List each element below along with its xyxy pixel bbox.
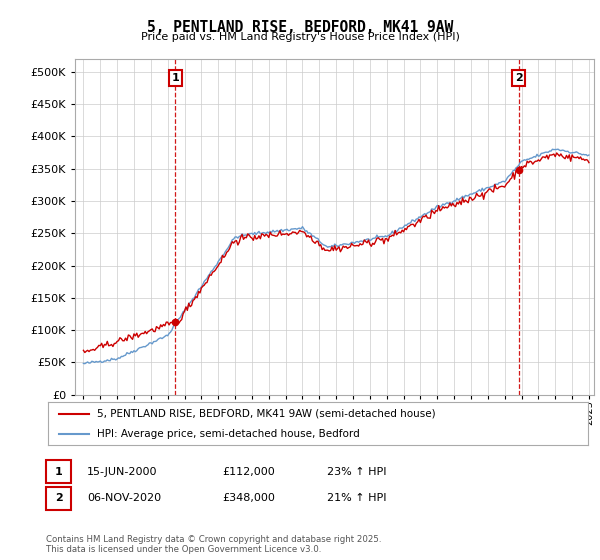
Text: 1: 1	[55, 466, 62, 477]
Text: £348,000: £348,000	[222, 493, 275, 503]
Text: 5, PENTLAND RISE, BEDFORD, MK41 9AW (semi-detached house): 5, PENTLAND RISE, BEDFORD, MK41 9AW (sem…	[97, 409, 435, 419]
Text: HPI: Average price, semi-detached house, Bedford: HPI: Average price, semi-detached house,…	[97, 430, 359, 439]
Text: 06-NOV-2020: 06-NOV-2020	[87, 493, 161, 503]
Text: Contains HM Land Registry data © Crown copyright and database right 2025.
This d: Contains HM Land Registry data © Crown c…	[46, 535, 382, 554]
Text: 2: 2	[515, 73, 523, 83]
Text: £112,000: £112,000	[222, 466, 275, 477]
Text: 5, PENTLAND RISE, BEDFORD, MK41 9AW: 5, PENTLAND RISE, BEDFORD, MK41 9AW	[147, 20, 453, 35]
Text: Price paid vs. HM Land Registry's House Price Index (HPI): Price paid vs. HM Land Registry's House …	[140, 32, 460, 43]
Text: 23% ↑ HPI: 23% ↑ HPI	[327, 466, 386, 477]
Text: 1: 1	[172, 73, 179, 83]
Text: 21% ↑ HPI: 21% ↑ HPI	[327, 493, 386, 503]
Text: 15-JUN-2000: 15-JUN-2000	[87, 466, 157, 477]
Text: 2: 2	[55, 493, 62, 503]
